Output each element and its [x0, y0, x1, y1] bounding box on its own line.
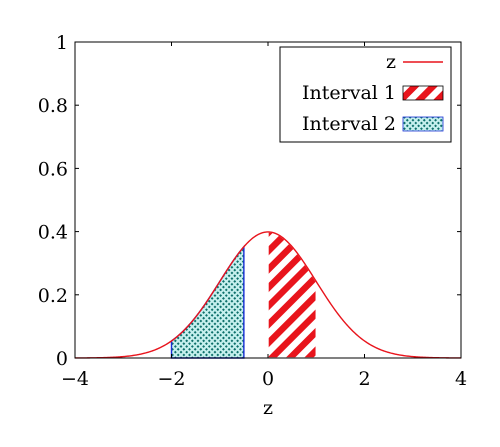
interval-2-region [170, 244, 245, 359]
y-tick-label: 0.6 [38, 158, 68, 180]
y-tick-label: 0.8 [38, 95, 68, 117]
legend-label-interval-2: Interval 2 [302, 113, 396, 135]
y-axis: 0 0.2 0.4 0.6 0.8 1 [38, 32, 461, 370]
y-tick-label: 0.2 [38, 285, 68, 307]
x-axis: −4 −2 0 2 4 [61, 42, 467, 390]
interval1-layer-fill [267, 231, 317, 359]
legend-swatch-interval-2 [402, 116, 444, 132]
y-tick-label: 0 [56, 348, 68, 370]
y-tick-label: 1 [56, 32, 68, 54]
legend-label-z: z [386, 51, 396, 73]
interval-1-region [267, 231, 317, 359]
x-tick-label: −2 [157, 368, 185, 390]
x-tick-label: −4 [61, 368, 89, 390]
legend-swatch-interval-1 [402, 85, 444, 101]
interval2-layer-fill [170, 244, 245, 359]
x-tick-label: 4 [455, 368, 467, 390]
x-axis-label: z [263, 397, 273, 419]
legend-label-interval-1: Interval 1 [302, 82, 396, 104]
density-curve [74, 231, 462, 359]
x-tick-label: 2 [358, 368, 370, 390]
plot-area [74, 41, 462, 359]
x-tick-label: 0 [262, 368, 274, 390]
legend: z Interval 1 Interval 2 [279, 46, 452, 143]
y-tick-label: 0.4 [38, 222, 68, 244]
